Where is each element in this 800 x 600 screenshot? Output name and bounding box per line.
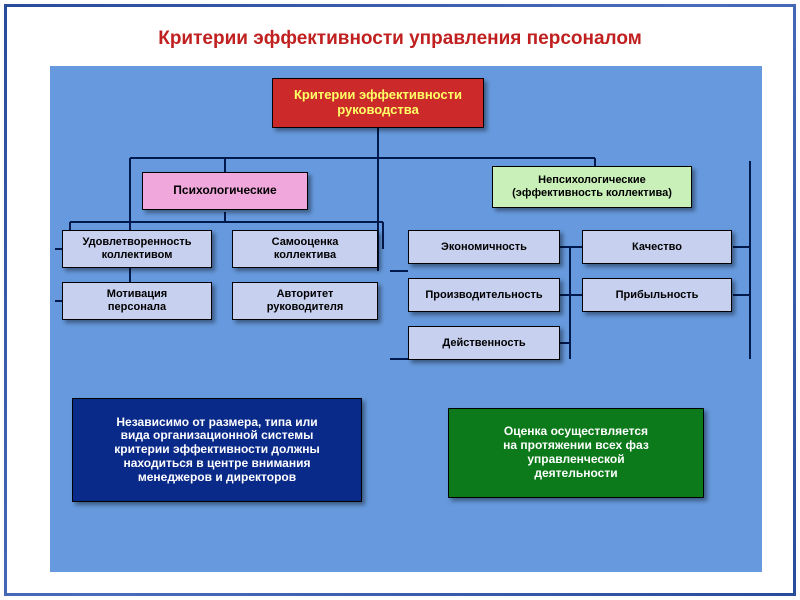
slide-title: Критерии эффективности управления персон… bbox=[56, 28, 744, 50]
box-quality: Качество bbox=[582, 230, 732, 264]
box-satisfaction: Удовлетворенность коллективом bbox=[62, 230, 212, 268]
root-box: Критерии эффективности руководства bbox=[272, 78, 484, 128]
box-selfassessment: Самооценка коллектива bbox=[232, 230, 378, 268]
category-psychological: Психологические bbox=[142, 172, 308, 210]
category-nonpsychological: Непсихологические (эффективность коллект… bbox=[492, 166, 692, 208]
box-economy: Экономичность bbox=[408, 230, 560, 264]
box-authority: Авторитет руководителя bbox=[232, 282, 378, 320]
note-right: Оценка осуществляется на протяжении всех… bbox=[448, 408, 704, 498]
box-effectiveness: Действенность bbox=[408, 326, 560, 360]
box-productivity: Производительность bbox=[408, 278, 560, 312]
box-profitability: Прибыльность bbox=[582, 278, 732, 312]
note-left: Независимо от размера, типа или вида орг… bbox=[72, 398, 362, 502]
box-motivation: Мотивация персонала bbox=[62, 282, 212, 320]
